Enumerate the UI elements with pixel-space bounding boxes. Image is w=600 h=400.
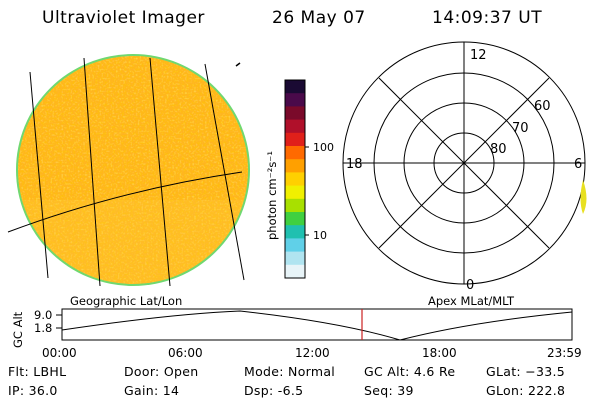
orbit-ytick-1.8: 1.8 [34,321,52,335]
orbit-plot [56,308,573,341]
colorbar-tick-100: 100 [313,141,334,154]
orbit-xtick-2359: 23:59 [547,346,582,360]
map-label-left: Geographic Lat/Lon [70,294,182,308]
info-seq: Seq: 39 [364,383,414,398]
orbit-xtick-1200: 12:00 [295,346,330,360]
colorbar-segment [285,106,305,121]
colorbar-segment [285,132,305,147]
orbit-xtick-0600: 06:00 [168,346,203,360]
info-glat: GLat: −33.5 [486,364,566,379]
orbit-ylabel: GC Alt [11,311,25,348]
orbit-ytick-9: 9.0 [34,308,52,322]
info-filter: Flt: LBHL [8,364,67,379]
colorbar-segment [285,225,305,239]
colorbar-segment [285,238,305,253]
colorbar-segment [285,172,305,187]
orbit-xtick-0000: 00:00 [42,346,77,360]
colorbar-unit-label: photon cm⁻²s⁻¹ [265,151,279,240]
colorbar-segment [285,185,305,200]
colorbar-tick-10: 10 [313,229,327,242]
info-glon: GLon: 222.8 [486,383,566,398]
info-gain: Gain: 14 [124,383,180,398]
polar-plot [342,41,586,285]
colorbar-segment [285,198,305,213]
colorbar-segment [285,93,305,107]
instrument-title: Ultraviolet Imager [42,8,205,28]
lat-label-70: 70 [512,121,529,136]
mlt-label-18: 18 [346,157,363,172]
orbit-altitude-curve [61,310,573,341]
map-label-right: Apex MLat/MLT [428,294,515,308]
geographic-grid [7,57,245,287]
colorbar [284,79,306,279]
colorbar-frame [284,79,306,279]
uv-image-disk [7,54,250,287]
info-door: Door: Open [124,364,199,379]
colorbar-segment [285,251,305,266]
colorbar-segment [285,264,305,279]
polar-aurora-patch [580,180,587,214]
info-gc-alt: GC Alt: 4.6 Re [364,364,456,379]
info-mode: Mode: Normal [244,364,336,379]
lat-label-80: 80 [490,142,507,157]
date-label: 26 May 07 [272,8,366,28]
orbit-xtick-1800: 18:00 [422,346,457,360]
mlt-label-0: 0 [466,278,474,293]
colorbar-segment [285,146,305,160]
mlt-label-12: 12 [470,48,487,63]
colorbar-segment [285,119,305,134]
mlt-label-6: 6 [574,157,582,172]
colorbar-segment [285,80,305,94]
time-label: 14:09:37 UT [432,8,543,28]
colorbar-segment [285,212,305,226]
info-ip: IP: 36.0 [8,383,58,398]
colorbar-segment [285,159,305,173]
info-dsp: Dsp: -6.5 [244,383,304,398]
lat-label-60: 60 [534,99,551,114]
